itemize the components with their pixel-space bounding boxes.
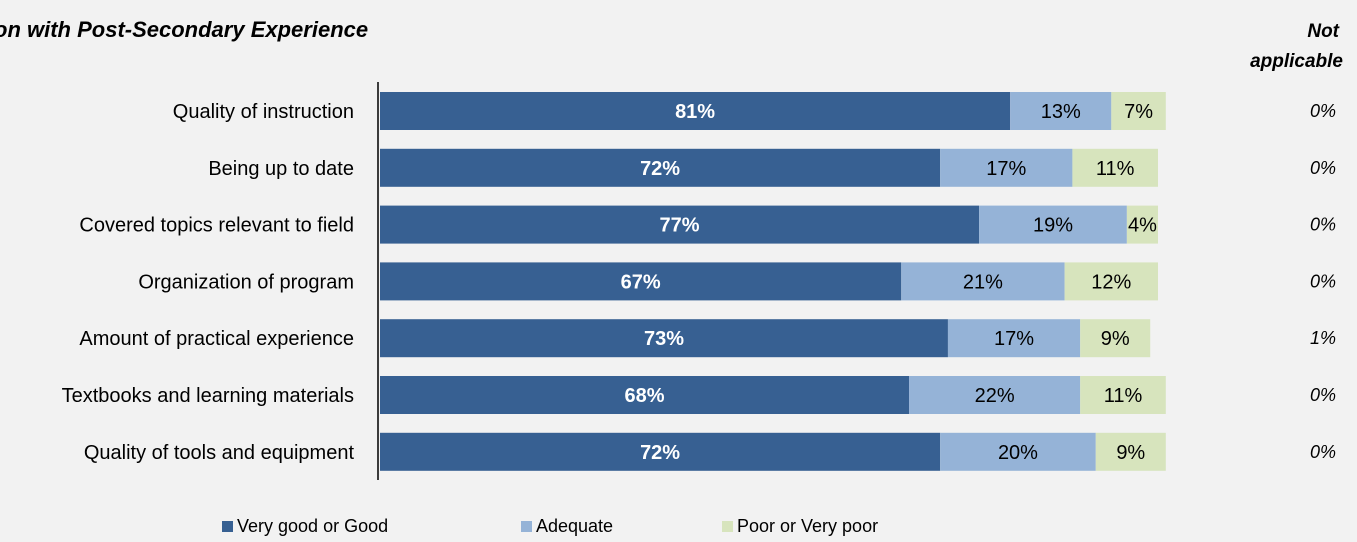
not-applicable-value: 0%	[1310, 158, 1336, 178]
bar-segment-very-good-or-good	[380, 92, 1011, 130]
data-label: 17%	[986, 158, 1026, 180]
bar-segment-adequate	[940, 148, 1073, 187]
data-label: 68%	[625, 385, 665, 407]
data-label: 22%	[975, 385, 1015, 407]
not-applicable-header-line1: Not	[1307, 21, 1339, 42]
bar-segment-poor-or-very-poor	[1072, 148, 1158, 187]
not-applicable-value: 1%	[1310, 328, 1336, 348]
data-label: 72%	[640, 158, 680, 180]
data-label: 21%	[963, 271, 1003, 293]
category-label: Covered topics relevant to field	[79, 215, 354, 237]
legend-label: Poor or Very poor	[737, 516, 878, 536]
data-label: 4%	[1128, 215, 1157, 237]
category-label: Organization of program	[138, 271, 354, 293]
category-label: Quality of instruction	[173, 101, 354, 123]
bar-segment-very-good-or-good	[380, 376, 910, 414]
data-label: 81%	[675, 101, 715, 123]
bar-segment-adequate	[1010, 92, 1112, 130]
data-label: 19%	[1033, 215, 1073, 237]
bar-rows: Quality of instruction 81% 13% 7% 0% Being up…	[62, 92, 1336, 471]
data-label: 73%	[644, 328, 684, 350]
bar-segment-very-good-or-good	[380, 319, 948, 358]
bar-segment-adequate	[979, 205, 1127, 244]
bar-segment-very-good-or-good	[380, 205, 980, 244]
data-label: 12%	[1091, 271, 1131, 293]
bar-segment-very-good-or-good	[380, 432, 941, 471]
data-label: 17%	[994, 328, 1034, 350]
bar-segment-adequate	[901, 262, 1065, 301]
not-applicable-value: 0%	[1310, 442, 1336, 462]
legend-label: Very good or Good	[237, 516, 388, 536]
bar-segment-poor-or-very-poor	[1111, 92, 1166, 130]
chart-title: on with Post-Secondary Experience	[0, 17, 368, 42]
data-label: 7%	[1124, 101, 1153, 123]
data-label: 13%	[1041, 101, 1081, 123]
data-label: 11%	[1104, 385, 1143, 407]
data-label: 9%	[1116, 442, 1145, 464]
legend-swatch	[222, 521, 233, 532]
bar-segment-poor-or-very-poor	[1064, 262, 1158, 301]
legend: Very good or Good Adequate Poor or Very po…	[222, 516, 878, 536]
bar-segment-adequate	[909, 376, 1081, 414]
bar-segment-very-good-or-good	[380, 148, 941, 187]
data-label: 20%	[998, 442, 1038, 464]
bar-segment-poor-or-very-poor	[1080, 319, 1151, 358]
category-label: Textbooks and learning materials	[62, 385, 354, 407]
data-label: 67%	[621, 271, 661, 293]
bar-segment-very-good-or-good	[380, 262, 902, 301]
not-applicable-value: 0%	[1310, 101, 1336, 121]
data-label: 11%	[1096, 158, 1135, 180]
category-label: Being up to date	[208, 158, 354, 180]
data-label: 9%	[1101, 328, 1130, 350]
category-label: Amount of practical experience	[79, 328, 354, 350]
legend-label: Adequate	[536, 516, 613, 536]
legend-swatch	[521, 521, 532, 532]
data-label: 72%	[640, 442, 680, 464]
legend-swatch	[722, 521, 733, 532]
data-label: 77%	[660, 215, 700, 237]
not-applicable-value: 0%	[1310, 385, 1336, 405]
bar-segment-adequate	[940, 432, 1096, 471]
bar-segment-poor-or-very-poor	[1126, 205, 1158, 244]
not-applicable-value: 0%	[1310, 271, 1336, 291]
bar-segment-adequate	[947, 319, 1081, 358]
not-applicable-value: 0%	[1310, 215, 1336, 235]
not-applicable-header-line2: applicable	[1250, 51, 1343, 72]
bar-segment-poor-or-very-poor	[1095, 432, 1166, 471]
category-label: Quality of tools and equipment	[84, 442, 355, 464]
bar-segment-poor-or-very-poor	[1080, 376, 1166, 414]
